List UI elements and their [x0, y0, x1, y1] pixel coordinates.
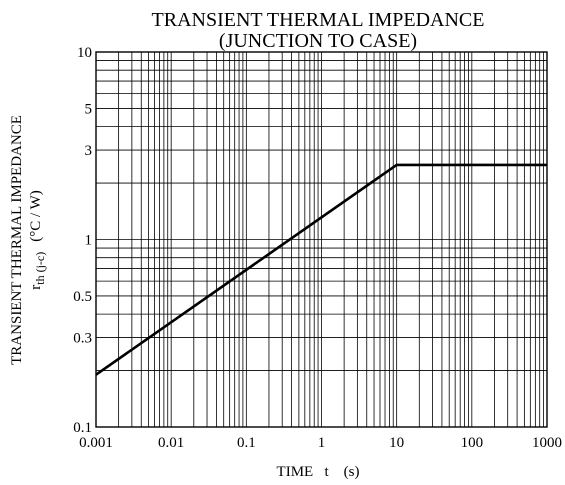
- y-axis-label-symbol-group: rth (j-c) (°C / W): [28, 190, 47, 290]
- x-tick-label: 0.01: [158, 435, 184, 451]
- x-tick-label: 0.1: [237, 435, 256, 451]
- impedance-curve-0: [95, 163, 547, 376]
- y-tick-label: 0.1: [73, 420, 92, 436]
- y-tick-label: 0.3: [73, 331, 92, 347]
- chart-subtitle: (JUNCTION TO CASE): [219, 30, 417, 52]
- y-axis-label-symbol: r: [28, 285, 44, 290]
- x-tick-label: 0.001: [79, 435, 113, 451]
- y-axis-label-line2: rth (j-c) (°C / W): [28, 190, 47, 290]
- y-tick-label: 10: [77, 45, 92, 61]
- curve-layer: [95, 163, 547, 376]
- x-tick-label: 1: [318, 435, 326, 451]
- plot-frame: [95, 51, 548, 428]
- x-tick-label: 100: [461, 435, 484, 451]
- y-tick-label: 5: [85, 101, 93, 117]
- y-tick-label: 3: [85, 143, 93, 159]
- y-axis-label-subscript: th (j-c): [33, 252, 47, 285]
- chart-title: TRANSIENT THERMAL IMPEDANCE: [152, 9, 485, 31]
- y-axis-label: TRANSIENT THERMAL IMPEDANCE: [9, 115, 25, 365]
- x-tick-label: 1000: [532, 435, 562, 451]
- x-tick-labels: 0.001 0.01 0.1 1 10 100 1000: [79, 435, 562, 451]
- y-axis-label-units: (°C / W): [28, 190, 44, 242]
- grid-lines: [95, 52, 547, 428]
- y-tick-label: 0.5: [73, 289, 92, 305]
- y-axis-label-line1: TRANSIENT THERMAL IMPEDANCE: [9, 115, 25, 365]
- y-tick-label: 1: [85, 233, 93, 249]
- x-tick-label: 10: [389, 435, 404, 451]
- y-tick-labels: 0.1 0.3 0.5 1 3 5 10: [73, 45, 92, 436]
- x-axis-label: TIME t (s): [277, 464, 360, 480]
